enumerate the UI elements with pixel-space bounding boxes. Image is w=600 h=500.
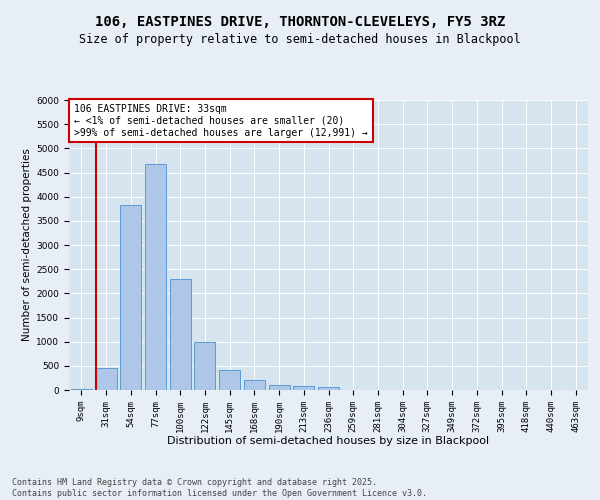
Bar <box>95 368 116 390</box>
Bar <box>293 386 314 390</box>
Text: Size of property relative to semi-detached houses in Blackpool: Size of property relative to semi-detach… <box>79 32 521 46</box>
Text: 106, EASTPINES DRIVE, THORNTON-CLEVELEYS, FY5 3RZ: 106, EASTPINES DRIVE, THORNTON-CLEVELEYS… <box>95 15 505 29</box>
Bar <box>71 389 92 390</box>
Bar <box>244 380 265 390</box>
Bar <box>170 279 191 390</box>
Text: 106 EASTPINES DRIVE: 33sqm
← <1% of semi-detached houses are smaller (20)
>99% o: 106 EASTPINES DRIVE: 33sqm ← <1% of semi… <box>74 104 368 138</box>
Text: Contains HM Land Registry data © Crown copyright and database right 2025.
Contai: Contains HM Land Registry data © Crown c… <box>12 478 427 498</box>
Bar <box>318 388 339 390</box>
Y-axis label: Number of semi-detached properties: Number of semi-detached properties <box>22 148 32 342</box>
Bar <box>120 206 141 390</box>
Bar <box>194 342 215 390</box>
Bar <box>145 164 166 390</box>
X-axis label: Distribution of semi-detached houses by size in Blackpool: Distribution of semi-detached houses by … <box>167 436 490 446</box>
Bar <box>269 385 290 390</box>
Bar <box>219 370 240 390</box>
